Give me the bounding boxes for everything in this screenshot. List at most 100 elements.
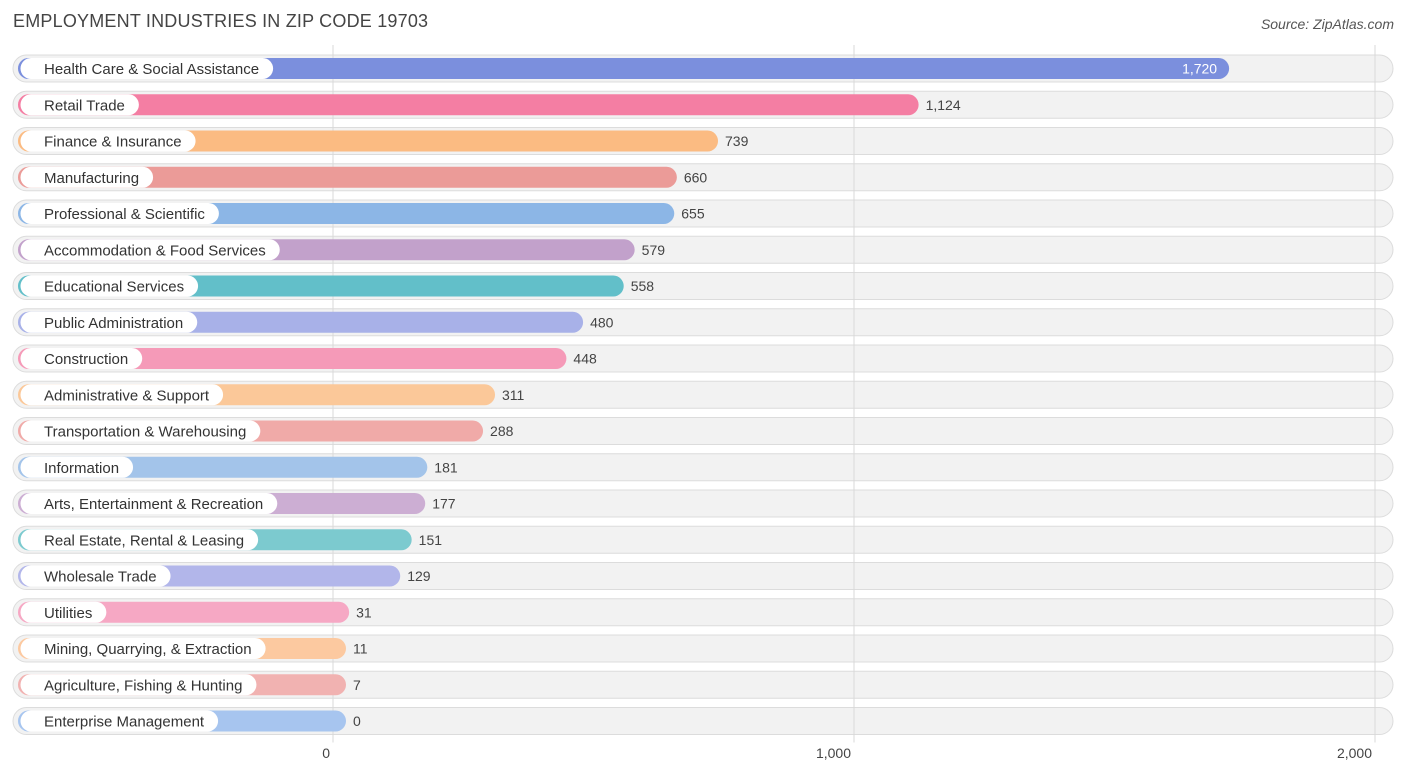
- category-label-pill: [18, 130, 196, 152]
- bar-cap: [18, 420, 31, 442]
- category-label: Construction: [44, 351, 128, 368]
- bar-row: Retail Trade 1,124: [18, 94, 961, 116]
- bar-cap: [18, 493, 31, 514]
- value-label: 739: [725, 133, 749, 149]
- bar-row: Finance & Insurance 739: [18, 130, 749, 152]
- category-label: Retail Trade: [44, 97, 125, 114]
- bar-cap: [18, 638, 31, 659]
- bar-row: Construction 448: [18, 348, 597, 369]
- category-label-pill: [18, 674, 257, 696]
- bar-row: Accommodation & Food Services 579: [18, 239, 666, 261]
- row-track: [12, 670, 1394, 699]
- category-label-pill: [18, 529, 259, 551]
- category-label-pill: [18, 420, 261, 442]
- bar-cap: [18, 384, 31, 406]
- bar-row: Mining, Quarrying, & Extraction 11: [18, 638, 368, 659]
- category-label: Accommodation & Food Services: [44, 242, 266, 259]
- bar-cap: [18, 601, 31, 623]
- value-label: 660: [684, 169, 708, 185]
- value-label: 480: [590, 314, 614, 330]
- category-label-pill: [18, 601, 107, 623]
- bar-cap: [18, 710, 31, 732]
- x-tick-label: 0: [322, 745, 330, 761]
- category-label-pill: [18, 275, 199, 297]
- bar-row: Information 181: [18, 456, 458, 478]
- value-label: 11: [353, 641, 368, 657]
- x-tick-labels: 0 1,000 2,000: [322, 745, 1372, 761]
- bar-row: Public Administration 480: [18, 311, 614, 333]
- value-label: 288: [490, 423, 514, 439]
- chart-source: Source: ZipAtlas.com: [1260, 16, 1394, 32]
- bar-cap: [18, 275, 31, 297]
- row-track: [12, 707, 1394, 735]
- bar-cap: [18, 311, 31, 333]
- bar-row: Administrative & Support 311: [18, 384, 525, 406]
- category-label: Public Administration: [44, 315, 183, 332]
- value-label: 151: [419, 532, 443, 548]
- category-label: Educational Services: [44, 279, 184, 296]
- category-label: Professional & Scientific: [44, 206, 205, 223]
- category-label: Wholesale Trade: [44, 569, 157, 586]
- value-label: 1,124: [926, 97, 961, 113]
- category-label-pill: [18, 710, 219, 732]
- chart-title: EMPLOYMENT INDUSTRIES IN ZIP CODE 19703: [13, 11, 429, 31]
- bar-row: Health Care & Social Assistance 1,720: [18, 58, 1230, 79]
- value-label: 579: [642, 242, 666, 258]
- bar-row: Enterprise Management 0: [18, 710, 361, 732]
- bar-row: Arts, Entertainment & Recreation 177: [18, 493, 456, 514]
- x-tick-label: 2,000: [1337, 745, 1372, 761]
- bar-cap: [18, 130, 31, 152]
- bar-row: Manufacturing 660: [18, 166, 708, 188]
- category-label: Real Estate, Rental & Leasing: [44, 532, 244, 549]
- category-label: Mining, Quarrying, & Extraction: [44, 641, 252, 658]
- bar-cap: [18, 203, 31, 224]
- category-label-pill: [18, 348, 143, 369]
- category-label-pill: [18, 166, 154, 188]
- category-label: Administrative & Support: [44, 387, 210, 404]
- bar-cap: [18, 674, 31, 696]
- value-label: 7: [353, 677, 361, 693]
- category-label-pill: [18, 384, 224, 406]
- bar-cap: [18, 348, 31, 369]
- value-label: 655: [681, 206, 705, 222]
- bar: [18, 166, 677, 188]
- bar-cap: [18, 456, 31, 478]
- category-label: Manufacturing: [44, 170, 139, 187]
- category-label: Enterprise Management: [44, 714, 205, 731]
- bar-row: Utilities 31: [18, 601, 372, 623]
- bar: [18, 58, 1230, 79]
- row-track: [12, 598, 1394, 627]
- category-label-pill: [18, 311, 198, 333]
- value-label: 311: [502, 387, 525, 403]
- value-label: 177: [432, 496, 456, 512]
- category-label: Transportation & Warehousing: [44, 424, 246, 441]
- category-label: Health Care & Social Assistance: [44, 61, 259, 78]
- category-label-pill: [18, 493, 278, 514]
- value-label: 181: [434, 459, 458, 475]
- bar-row: Wholesale Trade 129: [18, 565, 431, 587]
- category-label: Finance & Insurance: [44, 134, 182, 151]
- bar-row: Professional & Scientific 655: [18, 203, 705, 224]
- category-label-pill: [18, 456, 134, 478]
- category-label: Agriculture, Fishing & Hunting: [44, 677, 242, 694]
- value-label: 1,720: [1182, 61, 1217, 77]
- bar-cap: [18, 94, 31, 116]
- row-track: [12, 634, 1394, 663]
- value-label: 558: [631, 278, 655, 294]
- category-label: Arts, Entertainment & Recreation: [44, 496, 263, 513]
- bar-row: Agriculture, Fishing & Hunting 7: [18, 674, 361, 696]
- bar: [18, 94, 919, 116]
- category-label: Utilities: [44, 605, 92, 622]
- category-label: Information: [44, 460, 119, 477]
- value-label: 448: [573, 351, 597, 367]
- bar: [18, 348, 567, 369]
- value-label: 0: [353, 713, 361, 729]
- value-label: 129: [407, 568, 431, 584]
- bar-row: Transportation & Warehousing 288: [18, 420, 514, 442]
- category-label-pill: [18, 638, 266, 659]
- category-label-pill: [18, 239, 280, 261]
- x-tick-label: 1,000: [816, 745, 851, 761]
- value-label: 31: [356, 604, 372, 620]
- bar-row: Real Estate, Rental & Leasing 151: [18, 529, 443, 551]
